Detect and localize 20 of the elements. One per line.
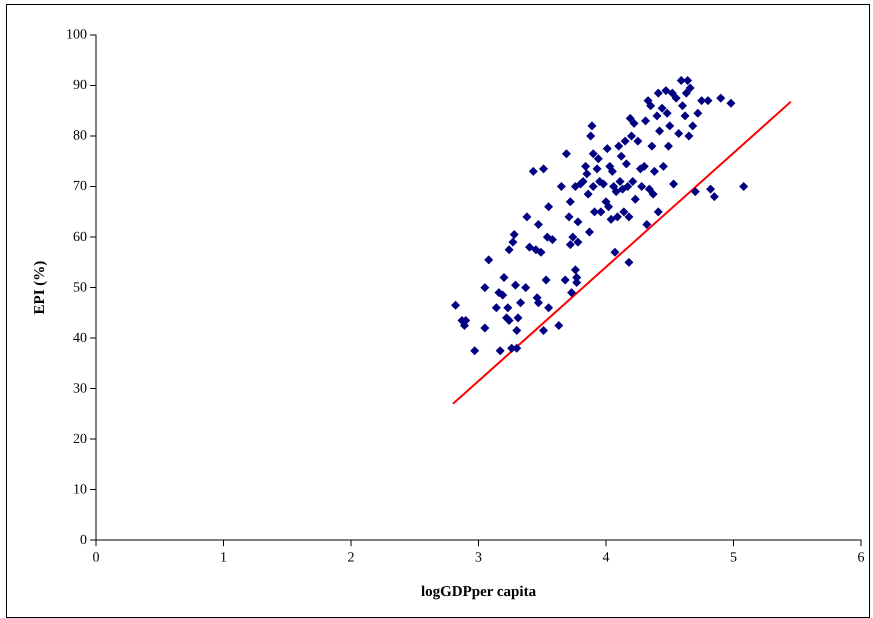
y-tick-label: 0 <box>80 532 87 548</box>
y-tick-label: 90 <box>73 78 87 94</box>
x-axis-title: logGDPper capita <box>420 584 537 600</box>
x-tick-label: 3 <box>475 550 482 566</box>
y-tick-label: 70 <box>73 179 87 194</box>
y-tick-label: 80 <box>73 128 87 144</box>
y-tick-label: 50 <box>73 280 87 296</box>
y-tick-label: 40 <box>73 330 87 346</box>
x-tick-label: 6 <box>858 550 864 566</box>
y-tick-label: 100 <box>66 28 87 43</box>
x-tick-label: 4 <box>602 550 610 566</box>
y-tick-label: 60 <box>73 230 87 245</box>
x-tick-label: 1 <box>220 550 227 566</box>
y-tick-label: 30 <box>73 381 87 396</box>
y-axis-title: EPI (%) <box>32 260 48 314</box>
x-tick-label: 0 <box>92 550 100 566</box>
y-tick-label: 10 <box>73 482 87 498</box>
x-tick-label: 5 <box>730 550 737 566</box>
y-tick-label: 20 <box>73 432 87 447</box>
x-tick-label: 2 <box>348 550 354 566</box>
